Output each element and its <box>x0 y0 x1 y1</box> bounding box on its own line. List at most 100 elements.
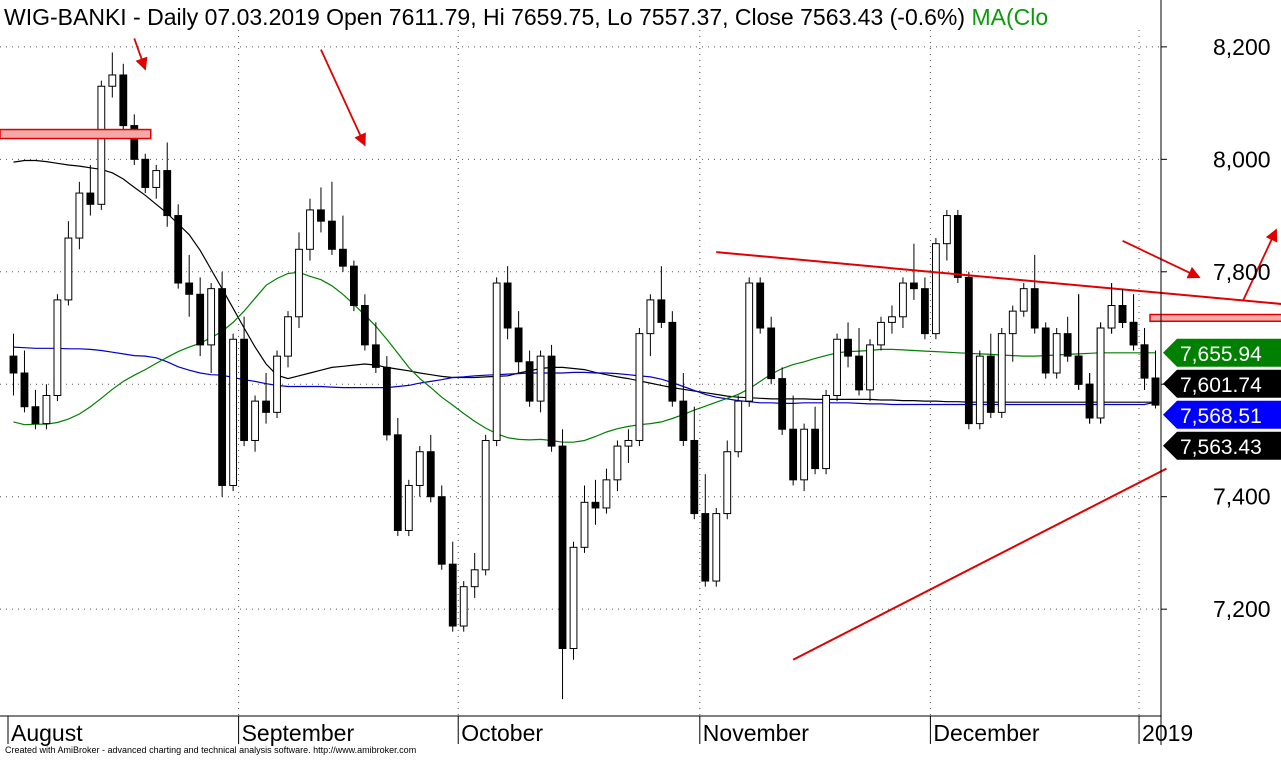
title-ma-label: MA(Clo <box>971 4 1049 30</box>
candle-down <box>679 400 688 441</box>
candle-down <box>789 428 798 481</box>
candle-down <box>426 451 435 498</box>
trend-line <box>716 251 1281 305</box>
price-badge-label: 7,655.94 <box>1180 343 1262 366</box>
x-tick-label: 2019 <box>1142 720 1193 746</box>
annotations <box>0 38 1281 661</box>
candle-up <box>306 209 314 250</box>
candle-up <box>284 316 292 357</box>
candle-up <box>152 170 161 188</box>
ma-line <box>13 271 1156 443</box>
candle-up <box>800 428 809 481</box>
candle-up <box>635 333 644 441</box>
candle-down <box>328 220 336 250</box>
candle-down <box>657 299 666 323</box>
candle-down <box>591 501 600 509</box>
candle-up <box>481 439 490 571</box>
candle-down <box>141 158 150 188</box>
candle-down <box>31 406 40 425</box>
candle-down-overlay <box>1140 344 1149 379</box>
candle-down <box>9 355 18 374</box>
grid <box>0 30 1161 716</box>
price-badge <box>1163 400 1281 429</box>
candle-down <box>240 338 248 441</box>
y-tick-label: 8,200 <box>1213 34 1271 60</box>
candle-down <box>349 265 358 307</box>
candle-up <box>931 243 940 335</box>
ma-line <box>13 159 1156 403</box>
candle-up <box>877 321 885 346</box>
candle-down <box>1041 327 1050 374</box>
candle-down <box>1063 333 1072 357</box>
resistance-zone <box>0 128 152 140</box>
candle-down <box>844 338 852 357</box>
candle-up <box>470 569 479 588</box>
candle-down <box>448 563 457 627</box>
candle-up <box>53 299 62 396</box>
price-badge-label: 7,601.74 <box>1180 374 1262 397</box>
candle-up <box>888 316 896 323</box>
candle-up <box>295 248 303 318</box>
candle-down <box>218 288 227 486</box>
candle-down <box>20 372 29 408</box>
candle-up <box>712 513 721 582</box>
candle-up <box>613 445 622 481</box>
candle-down <box>964 276 973 425</box>
candle-down-overlay <box>1118 305 1127 323</box>
candle-down <box>437 496 446 565</box>
candle-down <box>953 215 962 278</box>
candle-up <box>42 394 51 425</box>
x-tick-label: October <box>461 720 543 746</box>
candle-up <box>492 282 501 441</box>
candle-up <box>108 74 117 87</box>
candle-down <box>910 282 918 290</box>
candle-down-overlay <box>1074 355 1083 385</box>
candle-down <box>503 282 512 329</box>
x-tick-label: November <box>703 720 809 746</box>
candle-up <box>1052 333 1061 374</box>
candle-down <box>262 400 270 413</box>
moving-averages <box>13 159 1156 443</box>
candle-down <box>525 361 534 402</box>
candle-up <box>64 237 73 301</box>
candle-down <box>668 321 677 402</box>
candle-up <box>1019 288 1028 312</box>
candle-up <box>975 355 984 425</box>
candle-down <box>371 344 380 368</box>
candlesticks <box>9 52 1160 700</box>
candle-up <box>569 546 578 650</box>
candle-down <box>514 327 523 363</box>
candle-up <box>723 451 732 515</box>
price-badge-label: 7,568.51 <box>1180 405 1262 428</box>
candle-up <box>602 479 611 509</box>
candle-up <box>646 299 655 335</box>
candle-up <box>459 586 468 627</box>
candle-up <box>899 282 907 318</box>
candle-up <box>866 344 874 391</box>
candle-down-overlay <box>1085 383 1094 419</box>
candle-up <box>415 451 424 486</box>
y-tick-label: 7,800 <box>1213 259 1271 285</box>
candle-up <box>75 192 84 239</box>
candle-up-overlay <box>1107 305 1116 329</box>
price-badges: 7,655.94 7,601.74 7,568.51 7,563.43 <box>1163 338 1281 460</box>
candle-down <box>163 170 172 217</box>
candle-down-overlay <box>1151 377 1160 406</box>
candle-up <box>822 394 830 470</box>
candle-up <box>273 355 281 413</box>
candle-up <box>207 288 216 346</box>
candle-up <box>251 400 259 441</box>
x-tick-label: September <box>242 720 355 746</box>
candle-up <box>624 439 633 447</box>
annotation-arrow <box>133 38 148 71</box>
ma-line <box>13 346 1156 406</box>
candle-up <box>97 85 106 205</box>
candle-down <box>701 513 710 582</box>
candle-up <box>997 333 1006 413</box>
candle-down <box>547 355 556 447</box>
candle-down <box>119 74 128 127</box>
trend-line <box>792 467 1167 661</box>
x-tick-label: August <box>11 720 83 746</box>
